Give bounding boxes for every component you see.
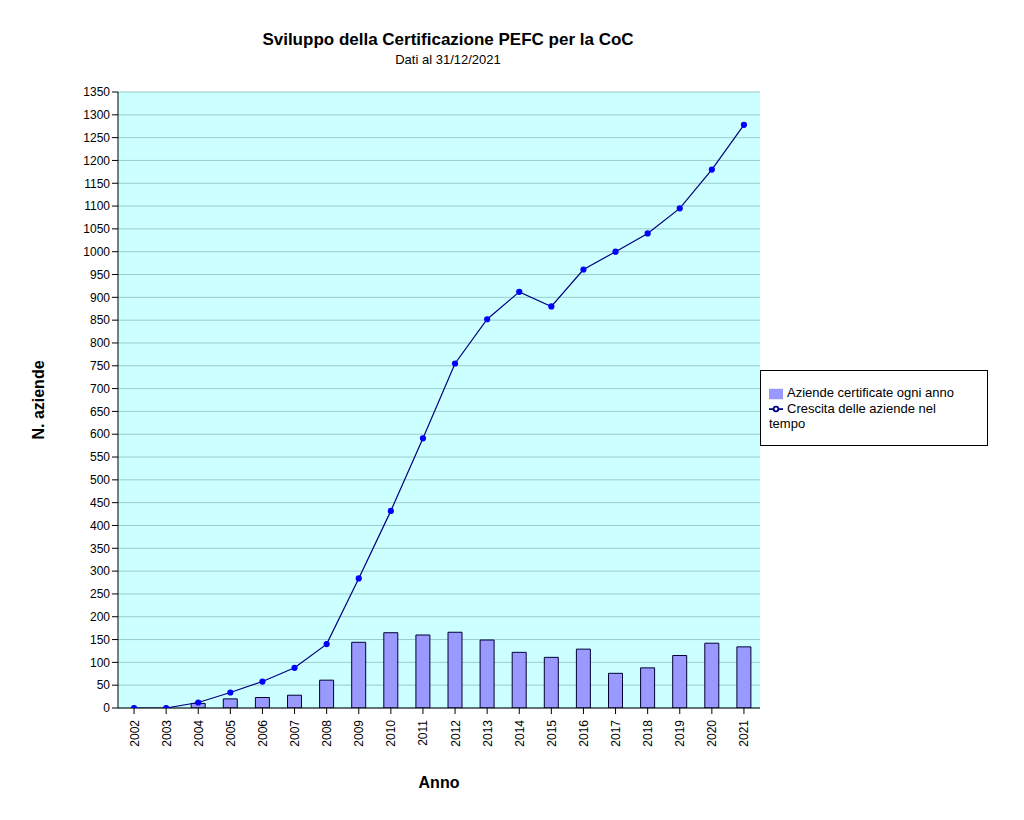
svg-text:550: 550 [90,450,110,464]
svg-text:2004: 2004 [192,720,206,747]
svg-text:2015: 2015 [545,720,559,747]
svg-text:N. aziende: N. aziende [30,360,47,439]
svg-text:1200: 1200 [83,154,110,168]
svg-text:2012: 2012 [449,720,463,747]
svg-text:50: 50 [97,678,111,692]
svg-text:1000: 1000 [83,245,110,259]
svg-text:600: 600 [90,427,110,441]
svg-text:2021: 2021 [737,720,751,747]
svg-text:700: 700 [90,382,110,396]
svg-text:1100: 1100 [84,199,110,213]
svg-text:350: 350 [90,542,110,556]
svg-text:1250: 1250 [83,131,110,145]
svg-text:2019: 2019 [673,720,687,747]
svg-text:100: 100 [90,656,110,670]
svg-text:1350: 1350 [83,85,110,99]
svg-text:1300: 1300 [83,108,110,122]
svg-text:950: 950 [90,268,110,282]
svg-text:0: 0 [103,701,110,715]
svg-text:1150: 1150 [84,177,110,191]
svg-text:150: 150 [90,633,110,647]
svg-text:2007: 2007 [288,720,302,747]
svg-text:850: 850 [90,313,110,327]
svg-text:2014: 2014 [513,720,527,747]
svg-text:2017: 2017 [609,720,623,747]
svg-text:2018: 2018 [641,720,655,747]
svg-text:Anno: Anno [419,774,460,791]
svg-text:250: 250 [90,587,110,601]
svg-text:2005: 2005 [224,720,238,747]
svg-text:2008: 2008 [320,720,334,747]
svg-text:1050: 1050 [83,222,110,236]
svg-text:2010: 2010 [384,720,398,747]
html-text:Dati al 31/12/2021: Dati al 31/12/2021 [395,52,501,67]
html-text:Crescita delle aziende nel tem: Crescita delle aziende nel tempo [769,400,936,432]
html-text:Aziende certificate ogni anno: Aziende certificate ogni anno [787,384,954,400]
svg-text:2003: 2003 [160,720,174,747]
svg-text:2009: 2009 [352,720,366,747]
svg-text:500: 500 [90,473,110,487]
svg-text:300: 300 [90,564,110,578]
svg-text:400: 400 [90,519,110,533]
svg-text:650: 650 [90,405,110,419]
html-text:Sviluppo della Certificazione: Sviluppo della Certificazione PEFC per l… [262,30,634,49]
svg-text:2013: 2013 [481,720,495,747]
svg-text:2002: 2002 [128,720,142,747]
svg-text:2006: 2006 [256,720,270,747]
svg-text:2020: 2020 [705,720,719,747]
svg-text:2011: 2011 [416,720,430,746]
svg-text:750: 750 [90,359,110,373]
svg-text:2016: 2016 [577,720,591,747]
svg-text:200: 200 [90,610,110,624]
svg-text:450: 450 [90,496,110,510]
svg-text:800: 800 [90,336,110,350]
svg-text:900: 900 [90,291,110,305]
